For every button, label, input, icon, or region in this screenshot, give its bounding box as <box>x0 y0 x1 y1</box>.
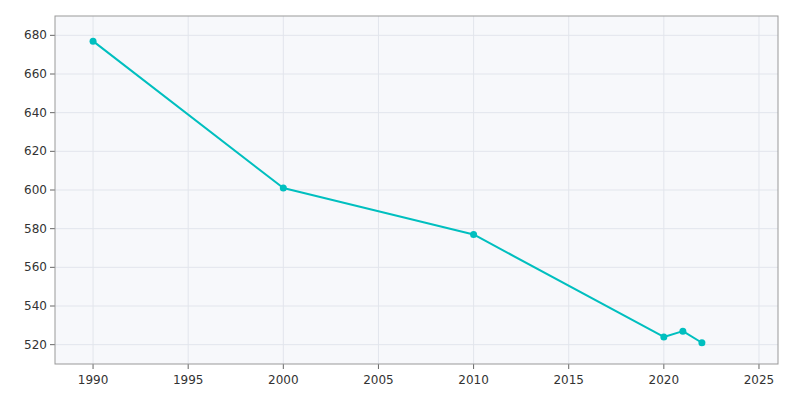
y-tick-label: 540 <box>24 299 47 313</box>
y-tick <box>50 112 55 113</box>
y-grid-line <box>55 151 778 152</box>
x-tick-label: 2025 <box>744 373 775 387</box>
x-tick <box>758 364 759 369</box>
point <box>698 339 705 346</box>
y-grid-line <box>55 35 778 36</box>
x-tick-label: 2005 <box>363 373 394 387</box>
point <box>90 38 97 45</box>
y-grid-line <box>55 74 778 75</box>
point <box>679 328 686 335</box>
y-grid-line <box>55 228 778 229</box>
y-tick-label: 660 <box>24 67 47 81</box>
plot-frame <box>55 16 778 364</box>
y-tick-label: 580 <box>24 222 47 236</box>
y-tick <box>50 35 55 36</box>
x-tick <box>663 364 664 369</box>
y-tick <box>50 151 55 152</box>
x-tick-label: 2015 <box>553 373 584 387</box>
x-tick <box>283 364 284 369</box>
x-tick <box>568 364 569 369</box>
x-tick <box>473 364 474 369</box>
y-grid-line <box>55 306 778 307</box>
y-tick-label: 600 <box>24 183 47 197</box>
plot-background <box>55 16 778 364</box>
y-grid-line <box>55 112 778 113</box>
y-tick <box>50 306 55 307</box>
y-tick <box>50 267 55 268</box>
grid <box>55 16 778 364</box>
x-tick-label: 2020 <box>649 373 680 387</box>
x-tick <box>93 364 94 369</box>
y-tick <box>50 190 55 191</box>
y-tick <box>50 228 55 229</box>
axes: 1990 1995 2000 2005 2010 2015 2020 2025 520 540 56… <box>24 16 778 387</box>
y-grid-line <box>55 267 778 268</box>
chart: 1990 1995 2000 2005 2010 2015 2020 2025 520 540 56… <box>0 0 800 400</box>
y-tick-label: 680 <box>24 28 47 42</box>
x-tick-label: 1990 <box>78 373 109 387</box>
line <box>93 41 702 343</box>
y-grid-line <box>55 190 778 191</box>
y-tick <box>50 344 55 345</box>
point <box>280 185 287 192</box>
page: {"chart_data": {"type": "line", "x": [19… <box>0 0 800 400</box>
y-tick-label: 560 <box>24 260 47 274</box>
x-tick-label: 1995 <box>173 373 204 387</box>
y-tick-label: 640 <box>24 106 47 120</box>
y-grid-line <box>55 344 778 345</box>
point <box>660 333 667 340</box>
x-tick <box>378 364 379 369</box>
point <box>470 231 477 238</box>
y-tick <box>50 74 55 75</box>
series <box>90 38 706 347</box>
chart-container: 1990 1995 2000 2005 2010 2015 2020 2025 520 540 56… <box>0 0 800 400</box>
x-tick-label: 2000 <box>268 373 299 387</box>
x-tick-label: 2010 <box>458 373 489 387</box>
y-tick-label: 620 <box>24 144 47 158</box>
y-tick-label: 520 <box>24 338 47 352</box>
x-tick <box>188 364 189 369</box>
